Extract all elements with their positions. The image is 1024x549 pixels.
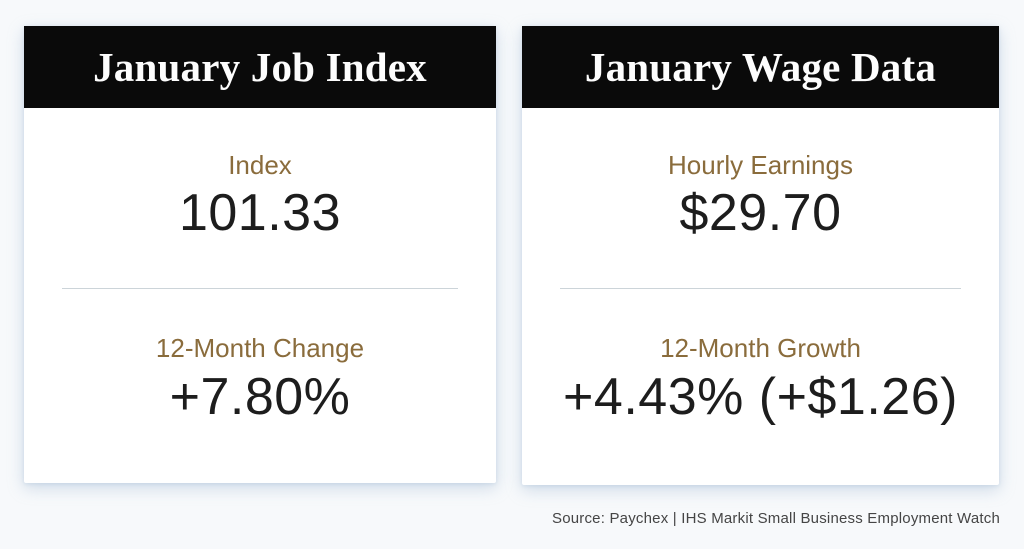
job-index-card-title: January Job Index (93, 44, 427, 90)
twelve-month-change-value: +7.80% (169, 367, 351, 426)
wage-data-card-title: January Wage Data (584, 44, 937, 90)
twelve-month-change-label: 12-Month Change (155, 333, 365, 364)
wage-data-card-header: January Wage Data (522, 26, 999, 108)
index-label: Index (228, 150, 292, 180)
job-index-card: January Job Index Index 101.33 12-Month … (24, 26, 496, 483)
job-index-card-header: January Job Index (24, 26, 496, 108)
twelve-month-growth-label: 12-Month Growth (660, 333, 861, 364)
hourly-earnings-value: $29.70 (679, 184, 842, 243)
source-attribution: Source: Paychex | IHS Markit Small Busin… (552, 510, 1000, 527)
index-value: 101.33 (178, 184, 342, 243)
wage-data-divider (560, 288, 961, 290)
hourly-earnings-label: Hourly Earnings (668, 150, 853, 180)
twelve-month-growth-value: +4.43% (+$1.26) (563, 367, 958, 426)
wage-data-card-body: Hourly Earnings $29.70 12-Month Growth +… (522, 108, 999, 485)
wage-data-card: January Wage Data Hourly Earnings $29.70… (522, 26, 999, 485)
job-index-card-body: Index 101.33 12-Month Change +7.80% (24, 108, 496, 483)
job-index-divider (61, 288, 459, 290)
